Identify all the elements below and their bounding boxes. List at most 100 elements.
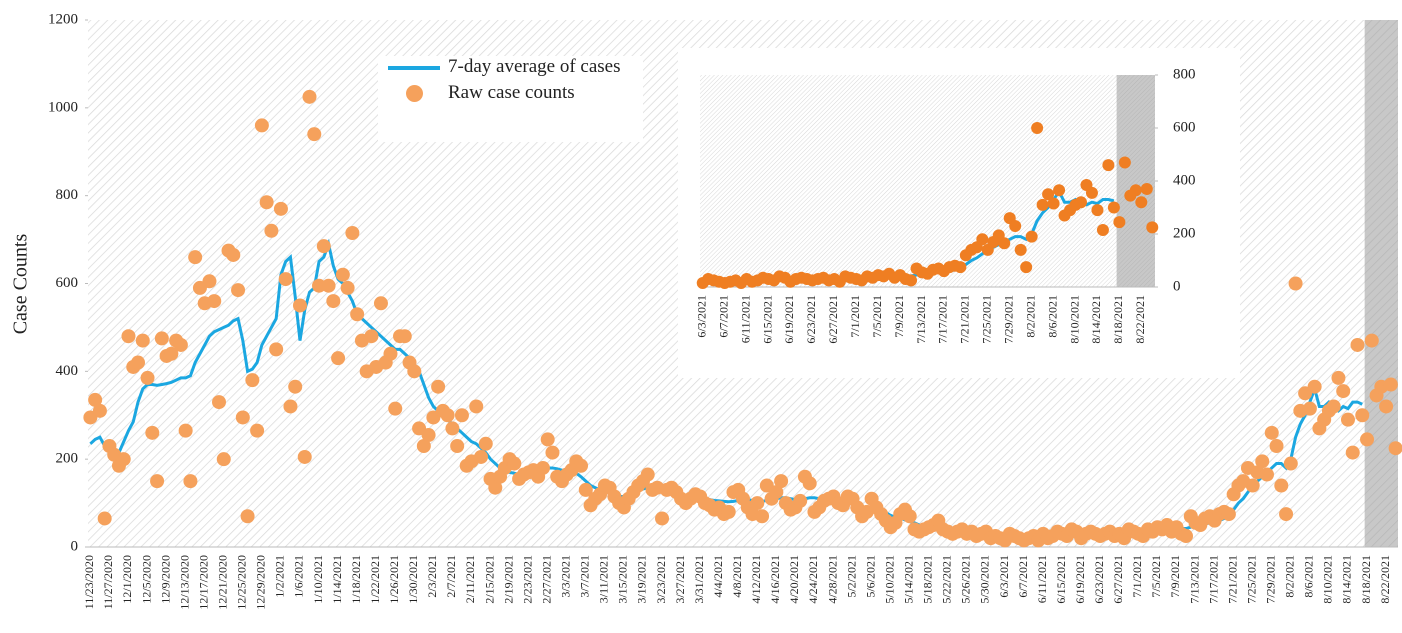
x-tick-label: 6/15/2021 — [760, 295, 774, 344]
x-tick-label: 6/7/2021 — [716, 295, 730, 338]
data-point — [321, 278, 336, 293]
data-point — [164, 346, 179, 361]
x-tick-label: 6/27/2021 — [826, 295, 840, 344]
data-point — [478, 436, 493, 451]
data-point — [1146, 221, 1159, 234]
data-point — [292, 298, 307, 313]
x-tick-label: 6/15/2021 — [1054, 555, 1068, 604]
data-point — [373, 296, 388, 311]
y-tick-label: 400 — [1173, 172, 1196, 188]
data-point — [135, 333, 150, 348]
data-point — [1355, 408, 1370, 423]
data-point — [1025, 230, 1038, 243]
legend-label: 7-day average of cases — [448, 56, 621, 77]
data-point — [297, 449, 312, 464]
x-tick-label: 11/23/2020 — [82, 555, 96, 609]
y-tick-label: 1000 — [48, 99, 78, 115]
x-tick-label: 2/11/2021 — [463, 555, 477, 603]
data-point — [1269, 438, 1284, 453]
data-point — [998, 237, 1011, 250]
data-point — [1264, 425, 1279, 440]
y-tick-label: 0 — [71, 538, 79, 554]
data-point — [226, 247, 241, 262]
x-tick-label: 12/29/2020 — [254, 555, 268, 610]
x-tick-label: 2/27/2021 — [539, 555, 553, 604]
x-tick-label: 7/9/2021 — [892, 295, 906, 338]
x-tick-label: 8/10/2021 — [1067, 295, 1081, 344]
x-tick-label: 7/13/2021 — [1187, 555, 1201, 604]
data-point — [1221, 507, 1236, 522]
x-tick-label: 4/16/2021 — [768, 555, 782, 604]
x-tick-label: 8/14/2021 — [1340, 555, 1354, 604]
x-tick-label: 7/29/2021 — [1264, 555, 1278, 604]
x-tick-label: 1/14/2021 — [330, 555, 344, 604]
data-point — [154, 331, 169, 346]
data-point — [1074, 196, 1087, 209]
data-point — [383, 346, 398, 361]
inset-plot: 0 200 400 600 800 6/3/2021 6/7/2021 6/11/2021 6/… — [694, 66, 1195, 343]
data-point — [1020, 261, 1033, 274]
data-point — [1036, 198, 1049, 211]
data-point — [1107, 201, 1120, 214]
data-point — [1053, 184, 1066, 197]
data-point — [540, 432, 555, 447]
data-point — [416, 438, 431, 453]
data-point — [1047, 197, 1060, 210]
x-tick-label: 5/10/2021 — [882, 555, 896, 604]
data-point — [755, 509, 770, 524]
x-tick-label: 7/1/2021 — [848, 295, 862, 338]
x-tick-label: 1/10/2021 — [311, 555, 325, 604]
data-point — [1326, 399, 1341, 414]
data-point — [350, 307, 365, 322]
x-tick-label: 6/23/2021 — [1092, 555, 1106, 604]
data-point — [1014, 243, 1027, 256]
x-tick-label: 7/29/2021 — [1001, 295, 1015, 344]
data-point — [905, 274, 918, 287]
data-point — [326, 294, 341, 309]
data-point — [145, 425, 160, 440]
data-point — [1113, 216, 1126, 229]
x-tick-label: 7/1/2021 — [1130, 555, 1144, 598]
data-point — [474, 449, 488, 464]
data-point — [578, 482, 593, 497]
x-tick-label: 7/5/2021 — [1149, 555, 1163, 598]
data-point — [1042, 188, 1055, 201]
x-tick-label: 2/23/2021 — [520, 555, 534, 604]
data-point — [216, 452, 231, 467]
data-point — [1331, 370, 1346, 385]
y-tick-label: 800 — [1173, 66, 1196, 82]
x-tick-label: 7/13/2021 — [914, 295, 928, 344]
data-point — [1245, 478, 1260, 493]
data-point — [335, 267, 350, 282]
shaded-region — [1364, 20, 1398, 547]
x-tick-label: 6/27/2021 — [1111, 555, 1125, 604]
data-point — [388, 401, 403, 416]
x-tick-label: 12/25/2020 — [235, 555, 249, 610]
x-tick-label: 3/7/2021 — [578, 555, 592, 598]
x-tick-label: 4/20/2021 — [787, 555, 801, 604]
legend-entry: 7-day average of cases — [378, 56, 643, 78]
data-point — [1288, 276, 1303, 291]
legend-entry: Raw case counts — [378, 82, 643, 104]
x-tick-label: 7/21/2021 — [1225, 555, 1239, 604]
x-tick-label: 6/3/2021 — [997, 555, 1011, 598]
legend-swatch — [406, 85, 423, 102]
x-tick-label: 1/30/2021 — [406, 555, 420, 604]
data-point — [178, 423, 193, 438]
data-point — [364, 329, 379, 344]
data-point — [1283, 456, 1298, 471]
x-tick-label: 5/22/2021 — [940, 555, 954, 604]
y-tick-label: 200 — [1173, 225, 1196, 241]
x-tick-label: 6/3/2021 — [694, 295, 708, 338]
data-point — [231, 283, 246, 298]
data-point — [1135, 196, 1148, 209]
x-tick-label: 4/8/2021 — [730, 555, 744, 598]
x-tick-label: 2/3/2021 — [425, 555, 439, 598]
data-point — [507, 456, 522, 471]
x-tick-label: 4/28/2021 — [825, 555, 839, 604]
data-point — [1096, 224, 1109, 237]
x-tick-label: 12/21/2020 — [216, 555, 230, 610]
x-tick-label: 7/17/2021 — [936, 295, 950, 344]
data-point — [1091, 204, 1104, 217]
x-tick-label: 1/6/2021 — [292, 555, 306, 598]
